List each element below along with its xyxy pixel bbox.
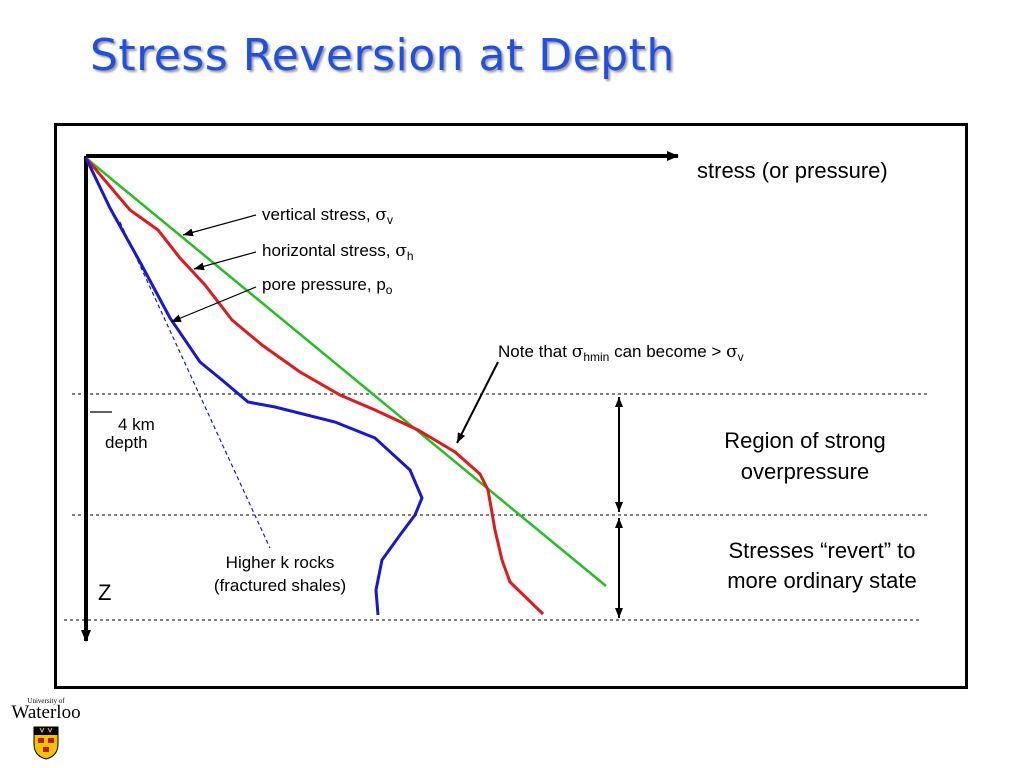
slide-title: Stress Reversion at Depth <box>90 30 675 81</box>
vertical-stress-label: vertical stress, σv <box>262 205 393 227</box>
note-leader <box>456 361 499 444</box>
vertical-stress-curve <box>85 157 607 587</box>
revert-label-line2: more ordinary state <box>727 568 917 593</box>
diagram-frame <box>54 123 968 689</box>
pore-pressure-leader <box>170 286 257 323</box>
overpressure-label-line1: Region of strong <box>724 428 885 453</box>
horizontal-stress-curve <box>84 157 545 616</box>
vertical-stress-leader <box>182 214 257 237</box>
horizontal-stress-label: horizontal stress, σh <box>262 241 414 263</box>
logo-small-text: University of <box>27 697 65 705</box>
revert-label-line1: Stresses “revert” to <box>728 538 915 563</box>
logo-name: Waterloo <box>11 702 81 723</box>
rocks-label-line1: Higher k rocks <box>226 553 335 572</box>
pore-pressure-label: pore pressure, po <box>262 275 393 297</box>
crest-icon <box>33 726 59 760</box>
x-axis-label: stress (or pressure) <box>697 158 888 183</box>
university-logo: University of Waterloo <box>4 697 88 763</box>
pore-pressure-curve <box>84 157 424 616</box>
depth-label-km: 4 km <box>118 415 155 434</box>
z-axis-label: Z <box>98 580 111 605</box>
overpressure-label-line2: overpressure <box>741 459 869 484</box>
note-label: Note that σhmin can become > σv <box>498 342 744 364</box>
rocks-label-line2: (fractured shales) <box>214 576 346 595</box>
horizontal-stress-leader <box>193 251 257 271</box>
hydrostatic-trend-line <box>119 221 271 549</box>
depth-label-depth: depth <box>105 433 148 452</box>
